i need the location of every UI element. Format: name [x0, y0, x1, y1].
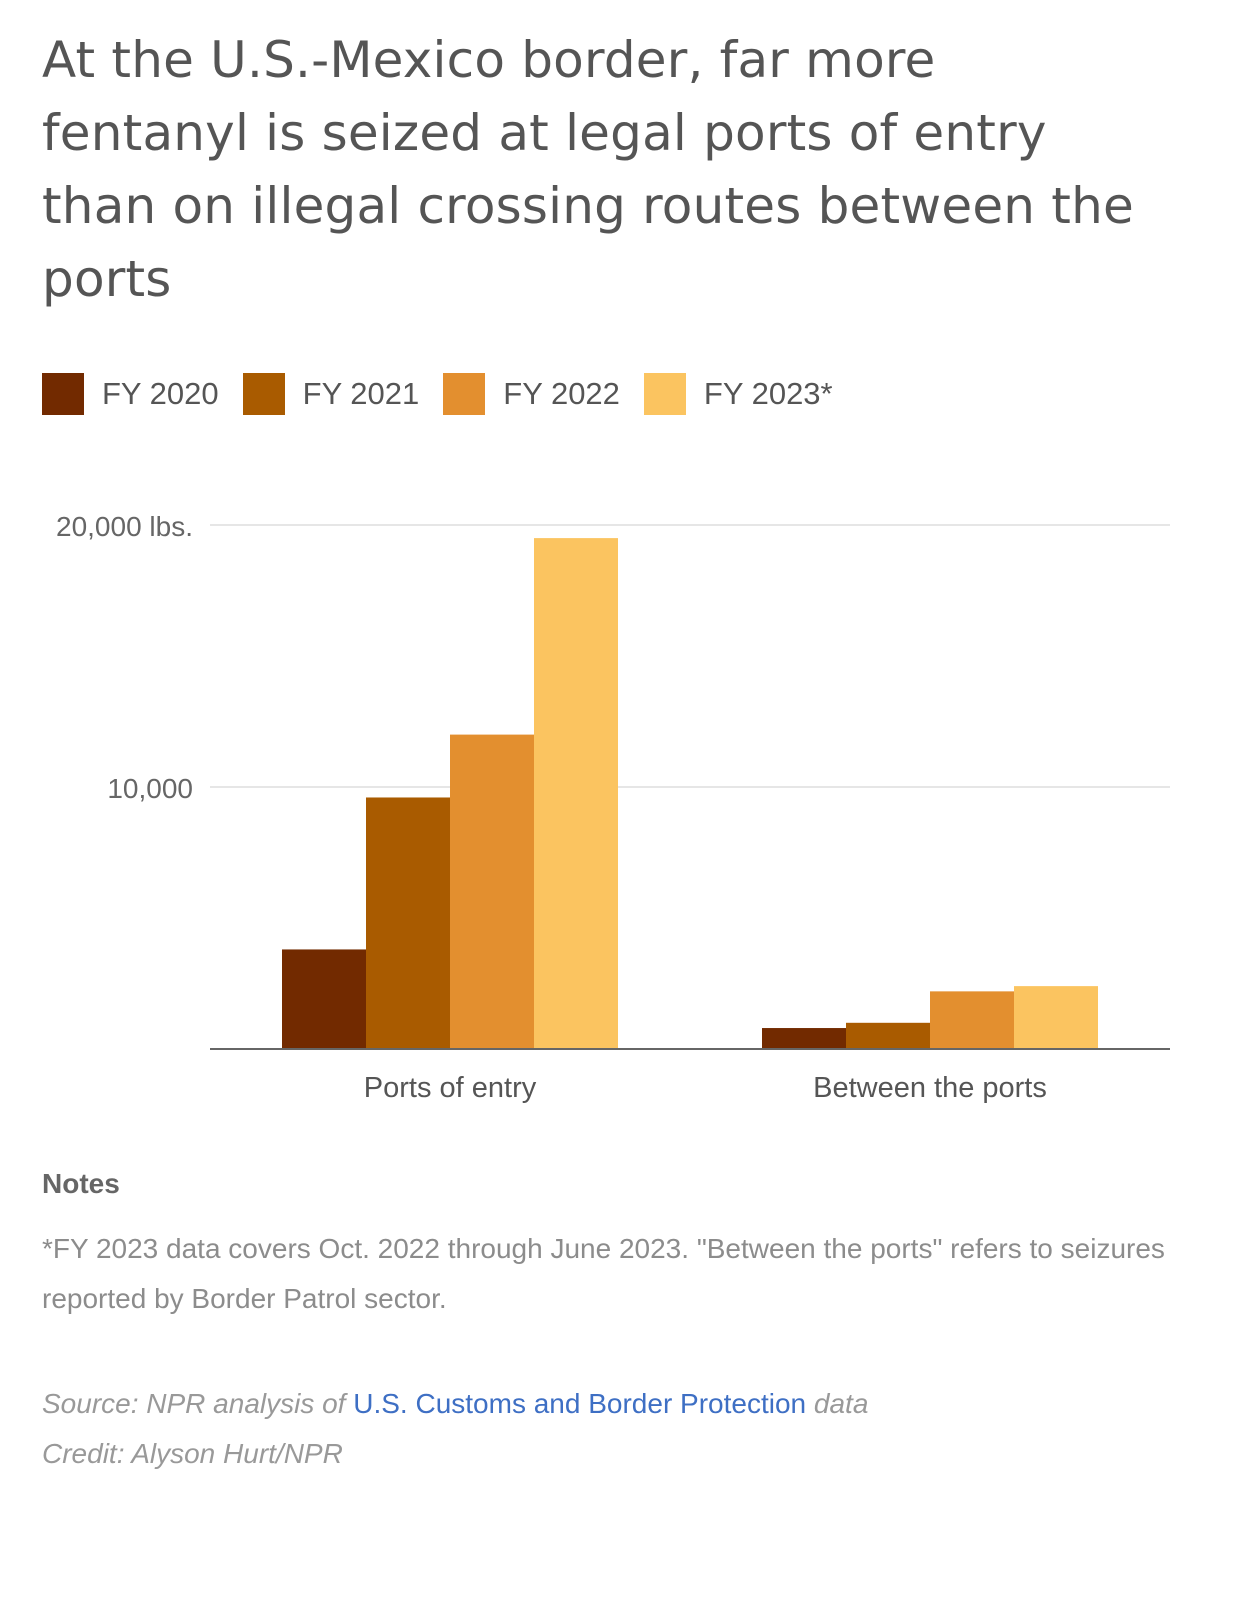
- legend-label: FY 2022: [503, 376, 620, 411]
- y-tick-label: 10,000: [107, 773, 193, 804]
- bar-fy-2020-ports-of-entry: [282, 949, 366, 1049]
- x-category-label: Between the ports: [813, 1072, 1047, 1104]
- bar-fy-2021-between-the-ports: [846, 1022, 930, 1049]
- bar-fy-2020-between-the-ports: [762, 1028, 846, 1049]
- chart-legend: FY 2020 FY 2021 FY 2022 FY 2023*: [42, 372, 857, 416]
- credit-line: Credit: Alyson Hurt/NPR: [42, 1438, 343, 1469]
- legend-label: FY 2023*: [703, 376, 833, 411]
- legend-swatch: [42, 373, 84, 415]
- source-suffix: data: [813, 1388, 869, 1419]
- legend-swatch: [443, 373, 486, 415]
- legend-item-fy2020: FY 2020: [42, 373, 219, 415]
- legend-swatch: [643, 373, 686, 415]
- legend-item-fy2023: FY 2023*: [643, 373, 833, 415]
- bar-fy-2021-ports-of-entry: [366, 797, 450, 1049]
- legend-swatch: [242, 373, 285, 415]
- legend-label: FY 2021: [302, 376, 420, 411]
- legend-label: FY 2020: [102, 376, 219, 411]
- bar-fy-2022-ports-of-entry: [450, 734, 534, 1049]
- bar-fy-2023-ports-of-entry: [534, 538, 618, 1049]
- notes-text: *FY 2023 data covers Oct. 2022 through J…: [42, 1233, 1165, 1314]
- notes-heading: Notes: [42, 1168, 120, 1199]
- y-tick-label: 20,000 lbs.: [56, 511, 193, 542]
- chart-title: At the U.S.-Mexico border, far more fent…: [42, 31, 1134, 308]
- source-line: Source: NPR analysis of U.S. Customs and…: [42, 1382, 868, 1426]
- bar-fy-2022-between-the-ports: [930, 991, 1014, 1049]
- x-category-label: Ports of entry: [364, 1072, 537, 1104]
- bar-chart: 10,000 20,000 lbs. Ports of entry Between t…: [56, 511, 1170, 1104]
- source-link[interactable]: U.S. Customs and Border Protection: [353, 1388, 807, 1419]
- legend-item-fy2022: FY 2022: [443, 373, 620, 415]
- source-prefix: Source: NPR analysis of: [42, 1388, 346, 1419]
- bar-fy-2023-between-the-ports: [1014, 986, 1098, 1049]
- legend-item-fy2021: FY 2021: [242, 373, 420, 415]
